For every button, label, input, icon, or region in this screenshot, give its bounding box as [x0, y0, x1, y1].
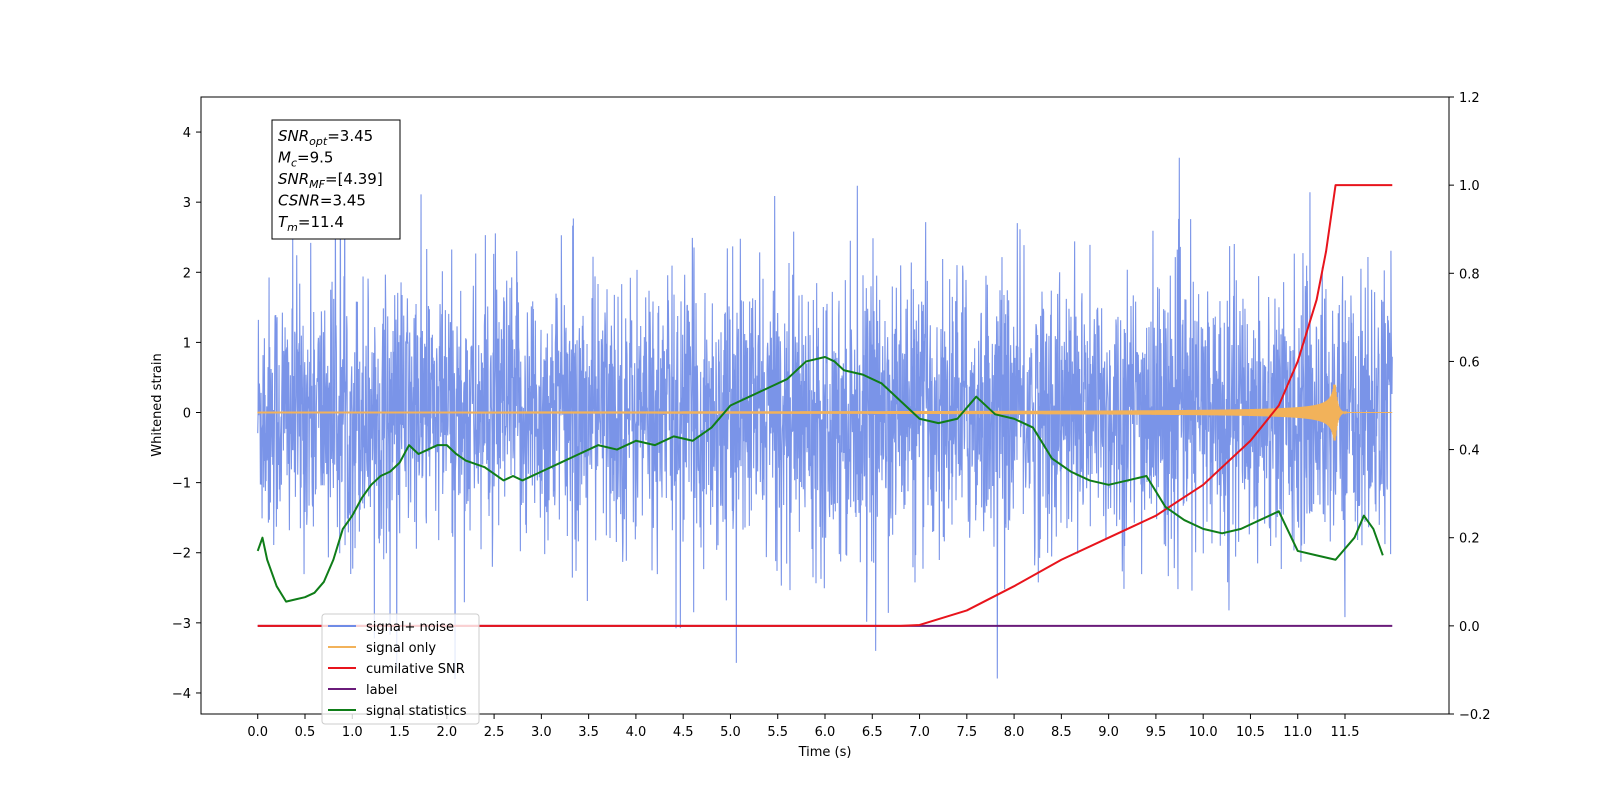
x-tick-label: 0.5 — [295, 725, 316, 740]
x-tick-label: 10.0 — [1189, 725, 1218, 740]
legend-label: label — [366, 683, 397, 698]
y-left-tick-label: 0 — [183, 407, 191, 422]
x-axis: 0.0 0.5 1.0 1.5 2.0 2.5 3.0 3.5 4.0 4.5 5.0 5.5 6.0 6… — [247, 714, 1359, 740]
x-tick-label: 5.0 — [720, 725, 741, 740]
y-right-tick-label: 0.6 — [1459, 355, 1480, 370]
x-tick-label: 6.5 — [862, 725, 883, 740]
x-tick-label: 0.0 — [247, 725, 268, 740]
x-tick-label: 1.0 — [342, 725, 363, 740]
x-tick-label: 4.5 — [673, 725, 694, 740]
x-tick-label: 9.5 — [1146, 725, 1167, 740]
x-tick-label: 3.0 — [531, 725, 552, 740]
annotation-line: CSNR=3.45 — [278, 192, 366, 210]
x-tick-label: 4.0 — [626, 725, 647, 740]
series-signal-only — [257, 384, 1393, 441]
legend: signal+ noise signal only cumilative SNR la… — [321, 613, 480, 725]
legend-label: cumilative SNR — [366, 662, 465, 677]
x-tick-label: 6.0 — [815, 725, 836, 740]
x-tick-label: 11.5 — [1331, 725, 1360, 740]
y-right-tick-label: 1.0 — [1459, 179, 1480, 194]
x-tick-label: 11.0 — [1283, 725, 1312, 740]
y-right-tick-label: 0.2 — [1459, 532, 1480, 547]
series-signal-noise — [257, 157, 1393, 679]
annotation-line: SNRopt=3.45 — [278, 127, 373, 148]
y-left-tick-label: −3 — [172, 617, 191, 632]
annotation-line: Tm=11.4 — [278, 213, 344, 234]
y-axis-right: −0.2 0.0 0.2 0.4 0.6 0.8 1.0 1.2 — [1449, 91, 1491, 723]
x-tick-label: 10.5 — [1236, 725, 1265, 740]
annotation-line: Mc=9.5 — [278, 149, 333, 170]
y-right-tick-label: −0.2 — [1459, 708, 1491, 723]
series-signal-statistics — [256, 356, 1384, 603]
x-tick-label: 7.5 — [956, 725, 977, 740]
x-tick-label: 2.5 — [484, 725, 505, 740]
x-tick-label: 2.0 — [436, 725, 457, 740]
y-right-tick-label: 0.8 — [1459, 267, 1480, 282]
x-tick-label: 9.0 — [1098, 725, 1119, 740]
y-left-tick-label: 3 — [183, 196, 191, 211]
y-left-tick-label: −4 — [172, 687, 191, 702]
legend-label: signal+ noise — [366, 620, 454, 635]
y-left-tick-label: −1 — [172, 477, 191, 492]
x-tick-label: 8.0 — [1004, 725, 1025, 740]
annotation-line: SNRMF=[4.39] — [278, 170, 383, 191]
y-left-tick-label: 1 — [183, 336, 191, 351]
y-right-tick-label: 1.2 — [1459, 91, 1480, 106]
y-right-tick-label: 0.4 — [1459, 444, 1480, 459]
x-tick-label: 5.5 — [767, 725, 788, 740]
x-axis-title: Time (s) — [798, 745, 852, 760]
y-left-tick-label: −2 — [172, 547, 191, 562]
legend-frame — [321, 613, 480, 725]
series-cumulative-snr — [257, 184, 1393, 627]
legend-label: signal only — [366, 641, 436, 656]
x-tick-label: 8.5 — [1051, 725, 1072, 740]
y-right-tick-label: 0.0 — [1459, 620, 1480, 635]
y-left-tick-label: 2 — [183, 266, 191, 281]
annotation-frame — [271, 119, 401, 240]
y-axis-left: −4 −3 −2 −1 0 1 2 3 4 — [172, 126, 201, 702]
y-left-tick-label: 4 — [183, 126, 191, 141]
legend-label: signal statistics — [366, 704, 467, 719]
x-tick-label: 1.5 — [389, 725, 410, 740]
x-tick-label: 3.5 — [578, 725, 599, 740]
y-axis-title-left: Whitened strain — [150, 353, 165, 456]
x-tick-label: 7.0 — [909, 725, 930, 740]
